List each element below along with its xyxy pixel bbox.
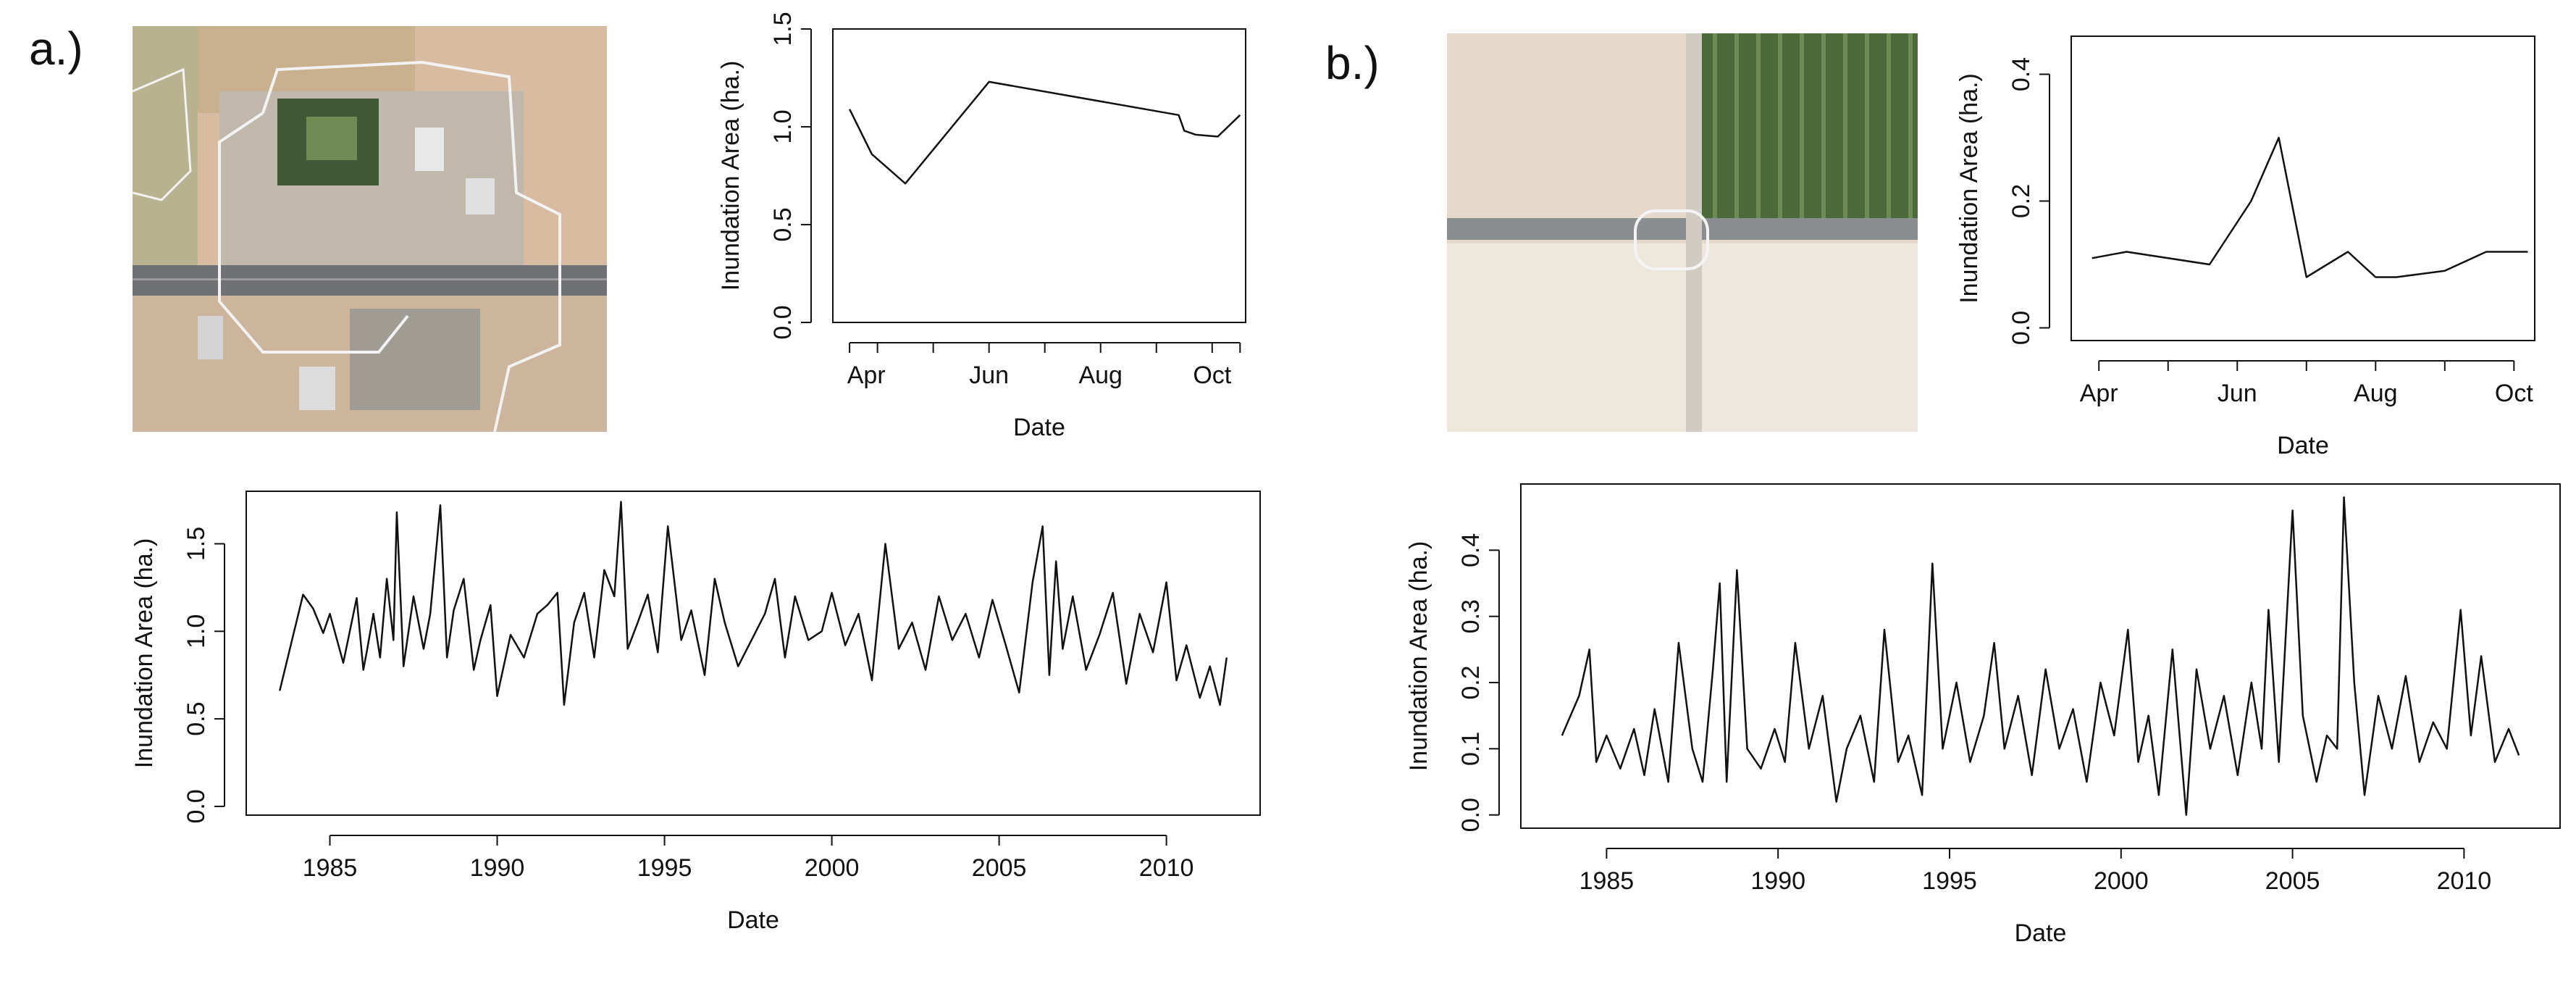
x-tick-label: 2000 [805,854,860,882]
x-tick-label: Apr [847,362,886,389]
x-tick-label: 1995 [1922,867,1977,895]
plot-frame [832,28,1246,323]
y-tick-label: 0.5 [182,701,210,735]
y-tick-label: 0.2 [2007,184,2035,218]
x-tick-label: 2010 [2437,867,2492,895]
y-tick-label: 0.3 [1457,599,1485,633]
y-axis-title: Inundation Area (ha.) [1955,73,1983,304]
x-axis-title: Date [1013,414,1065,441]
y-tick-label: 0.5 [769,207,797,241]
y-tick-label: 1.0 [769,109,797,143]
x-tick-label: Jun [2218,380,2257,407]
y-axis-title: Inundation Area (ha.) [1405,541,1432,772]
x-tick-label: Oct [1193,362,1231,389]
series-line [2092,136,2528,278]
series-line [1561,496,2520,816]
y-tick-label: 0.0 [769,305,797,339]
chart-a-timeseries: 0.0 0.5 1.0 1.5 1985 1990 1995 2000 2005 2010 Date… [130,491,1261,934]
plot-frame [2071,36,2535,341]
x-tick-label: Oct [2495,380,2533,407]
y-tick-label: 1.0 [182,614,210,648]
x-axis-title: Date [2277,432,2329,459]
x-tick-label: 1985 [303,854,358,882]
y-tick-label: 0.1 [1457,732,1485,766]
x-axis-title: Date [727,906,779,934]
series-line [278,501,1228,706]
series-line [848,80,1241,185]
y-tick-label: 0.4 [2007,57,2035,91]
x-tick-label: 2005 [2265,867,2320,895]
chart-a-seasonal: 0.0 0.5 1.0 1.5 Apr Jun Aug Oct Date Inundation A… [717,12,1246,441]
x-tick-label: 2005 [972,854,1027,882]
plot-frame [1520,483,2561,829]
y-tick-label: 0.2 [1457,665,1485,699]
x-tick-label: 2010 [1139,854,1194,882]
aerial-photo-b [1447,33,1918,432]
panel-label-b: b.) [1325,37,1380,89]
x-tick-label: 1995 [637,854,692,882]
aerial-photo-b-graphic [1447,33,1918,432]
x-tick-label: 1990 [1750,867,1805,895]
x-tick-label: Apr [2080,380,2118,407]
y-tick-label: 0.0 [182,789,210,823]
x-tick-label: Jun [969,362,1009,389]
x-tick-label: Aug [2354,380,2398,407]
aerial-photo-a-graphic [133,26,607,432]
y-tick-label: 0.4 [1457,533,1485,567]
y-tick-label: 0.0 [2007,311,2035,345]
x-tick-label: 1985 [1579,867,1635,895]
x-axis-title: Date [2015,919,2067,947]
y-axis-title: Inundation Area (ha.) [717,61,744,291]
y-tick-label: 0.0 [1457,798,1485,832]
x-tick-label: 2000 [2094,867,2149,895]
chart-b-timeseries: 0.0 0.1 0.2 0.3 0.4 1985 1990 1995 2000 2005 2010 D… [1405,483,2561,947]
aerial-photo-a [133,26,607,432]
x-tick-label: Aug [1078,362,1123,389]
panel-label-a: a.) [29,22,83,75]
chart-b-seasonal: 0.0 0.2 0.4 Apr Jun Aug Oct Date Inundation Area… [1955,36,2535,459]
y-axis-title: Inundation Area (ha.) [130,538,158,769]
y-tick-label: 1.5 [769,12,797,46]
y-tick-label: 1.5 [182,527,210,561]
plot-frame [246,491,1261,816]
x-tick-label: 1990 [470,854,525,882]
